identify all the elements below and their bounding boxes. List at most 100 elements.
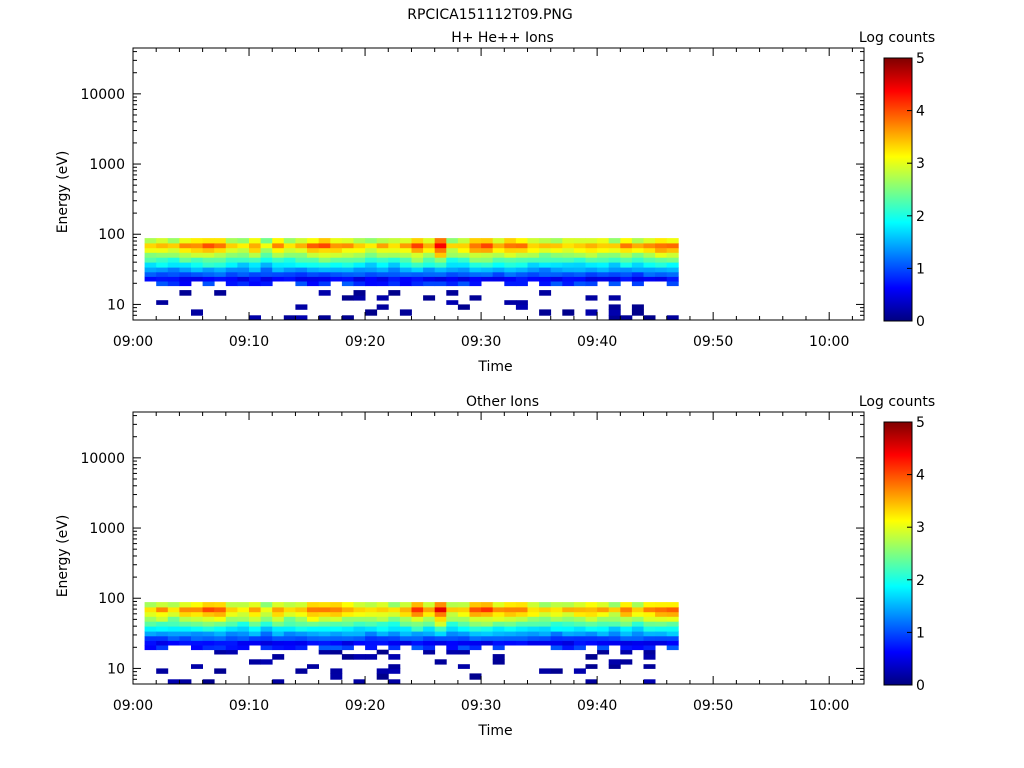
heatmap-cell <box>156 238 169 244</box>
heatmap-cell <box>446 252 459 258</box>
heatmap-cell <box>295 631 308 637</box>
heatmap-cell <box>504 636 517 641</box>
heatmap-cell <box>411 257 424 263</box>
heatmap-cell <box>608 262 621 268</box>
heatmap-cell <box>330 272 343 277</box>
heatmap-cell <box>272 262 285 268</box>
heatmap-cell <box>539 276 552 282</box>
heatmap-cell <box>515 616 528 622</box>
heatmap-cell <box>156 668 169 674</box>
heatmap-cell <box>295 247 308 253</box>
heatmap-cell <box>191 664 203 669</box>
heatmap-cell <box>318 247 331 253</box>
heatmap-cell <box>283 252 296 258</box>
heatmap-cell <box>376 621 389 627</box>
heatmap-cell <box>156 262 169 268</box>
heatmap-cell <box>272 621 285 627</box>
x-tick-label: 09:20 <box>345 334 385 350</box>
heatmap-cell <box>608 664 621 669</box>
heatmap-cell <box>550 636 563 641</box>
heatmap-cell <box>597 621 610 627</box>
heatmap-cell <box>237 243 250 249</box>
heatmap-cell <box>643 272 656 277</box>
heatmap-cell <box>655 243 668 249</box>
heatmap-cell <box>353 290 366 296</box>
heatmap-cell <box>527 616 540 622</box>
heatmap-cell <box>202 636 215 641</box>
heatmap-cell <box>365 640 378 646</box>
heatmap-cell <box>225 238 238 244</box>
heatmap-cell <box>411 602 424 608</box>
y-tick-label: 100 <box>98 591 125 607</box>
heatmap-cell <box>376 602 389 608</box>
heatmap-cell <box>237 238 250 244</box>
heatmap-cell <box>643 247 656 253</box>
heatmap-cell <box>365 645 378 651</box>
heatmap-cell <box>539 621 552 627</box>
heatmap-cell <box>225 645 238 651</box>
heatmap-cell <box>631 238 644 244</box>
heatmap-cell <box>283 611 296 617</box>
heatmap-cell <box>307 252 319 258</box>
heatmap-cell <box>666 626 679 632</box>
heatmap-cell <box>527 243 540 249</box>
heatmap-cell <box>562 621 575 627</box>
heatmap-cell <box>573 247 586 253</box>
heatmap-cell <box>330 276 343 282</box>
heatmap-cell <box>620 315 633 321</box>
heatmap-cell <box>620 621 633 627</box>
heatmap-cell <box>249 262 261 268</box>
heatmap-cell <box>655 276 668 282</box>
heatmap-cell <box>597 602 610 608</box>
heatmap-cell <box>423 238 436 244</box>
heatmap-cell <box>434 640 447 646</box>
heatmap-cell <box>167 257 180 263</box>
heatmap-cell <box>214 636 227 641</box>
heatmap-cell <box>179 621 192 627</box>
heatmap-cell <box>295 621 308 627</box>
heatmap-cell <box>423 295 436 301</box>
heatmap-cell <box>214 649 227 655</box>
heatmap-cell <box>573 272 586 277</box>
heatmap-cell <box>388 276 401 282</box>
heatmap-cell <box>492 611 505 617</box>
heatmap-cell <box>469 243 482 249</box>
heatmap-cell <box>608 304 621 310</box>
heatmap-cell <box>353 257 366 263</box>
heatmap-cell <box>620 640 633 646</box>
heatmap-cell <box>411 645 424 651</box>
colorbar-tick-label: 3 <box>916 156 925 172</box>
heatmap-cell <box>655 257 668 263</box>
heatmap-cell <box>156 252 169 258</box>
heatmap-cell <box>608 611 621 617</box>
heatmap-cell <box>608 607 621 613</box>
heatmap-cell <box>504 626 517 632</box>
heatmap-cell <box>666 276 679 282</box>
heatmap-cell <box>446 616 459 622</box>
heatmap-cell <box>666 281 679 287</box>
heatmap-cell <box>539 309 552 316</box>
heatmap-cell <box>307 238 319 244</box>
heatmap-cell <box>666 315 679 321</box>
heatmap-cell <box>388 281 401 287</box>
heatmap-cell <box>191 267 203 273</box>
heatmap-cell <box>144 631 157 637</box>
heatmap-cell <box>457 664 470 669</box>
heatmap-cell <box>492 607 505 613</box>
heatmap-cell <box>434 631 447 637</box>
heatmap-cell <box>423 247 436 253</box>
heatmap-cell <box>318 257 331 263</box>
heatmap-cell <box>562 252 575 258</box>
heatmap-cell <box>643 276 656 282</box>
heatmap-cell <box>353 262 366 268</box>
heatmap-cell <box>411 607 424 613</box>
heatmap-cell <box>144 611 157 617</box>
heatmap-cell <box>225 252 238 258</box>
heatmap-cell <box>249 631 261 637</box>
heatmap-cell <box>249 243 261 249</box>
heatmap-cell <box>504 247 517 253</box>
heatmap-cell <box>202 640 215 646</box>
heatmap-cell <box>214 262 227 268</box>
heatmap-cell <box>423 649 436 655</box>
heatmap-cell <box>515 281 528 287</box>
